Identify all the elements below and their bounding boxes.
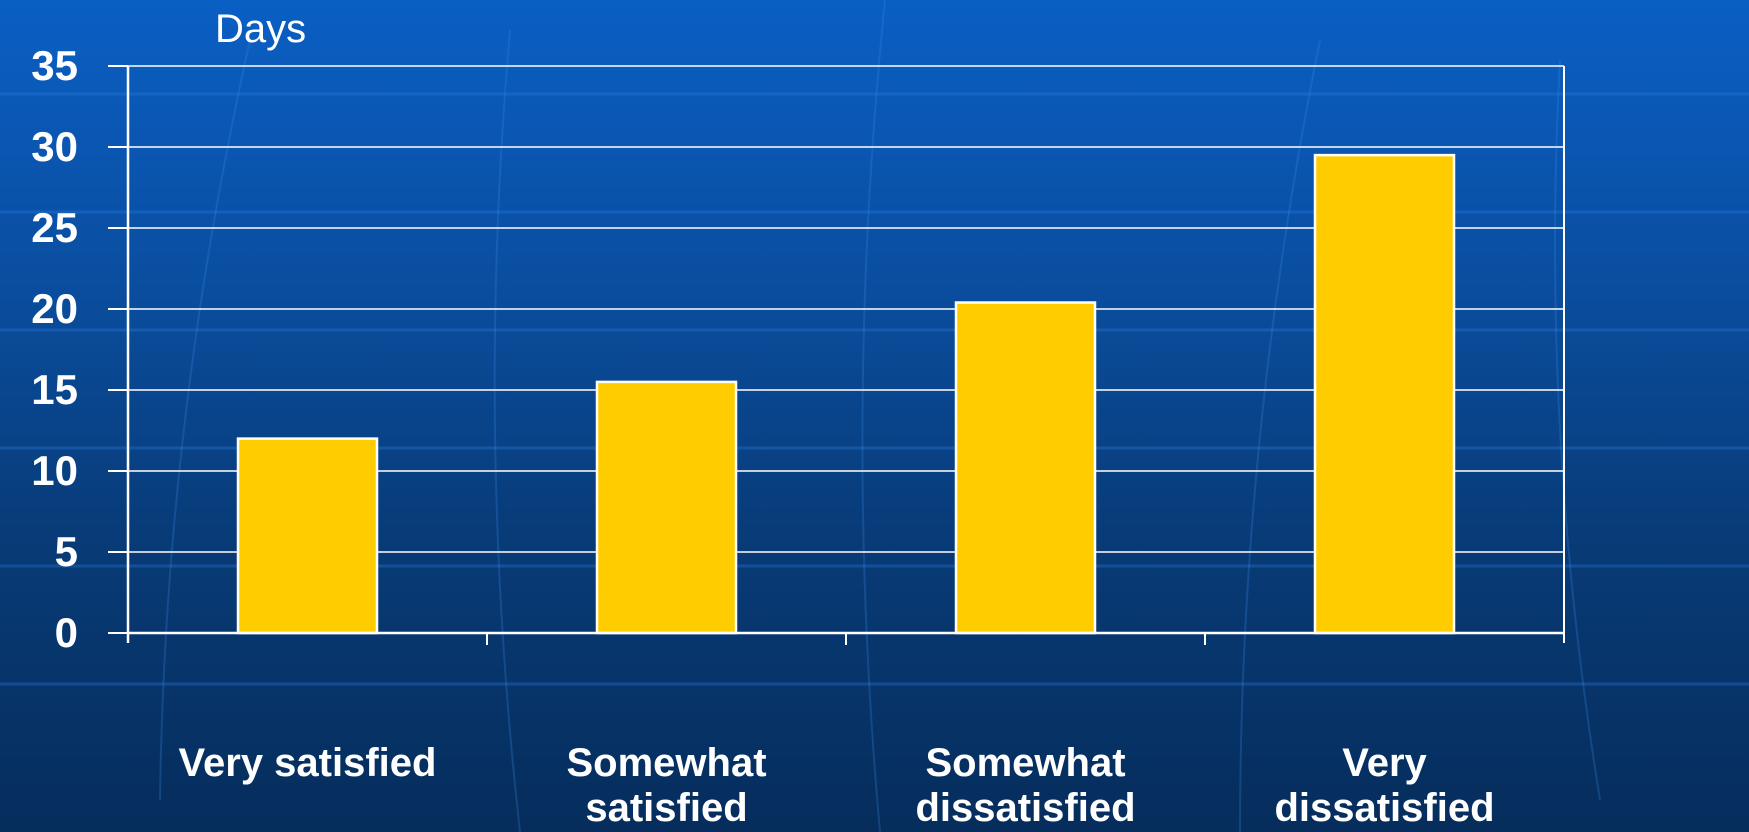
x-category-label-line: Somewhat bbox=[925, 741, 1125, 785]
x-category-label-line: satisfied bbox=[585, 786, 747, 830]
x-category-label: Very dissatisfied bbox=[1274, 741, 1494, 830]
background-curve bbox=[493, 29, 521, 832]
x-category-label: Somewhat satisfied bbox=[566, 741, 766, 830]
y-axis-title: Days bbox=[215, 7, 306, 51]
x-category-label: Very satisfied bbox=[179, 741, 437, 785]
x-category-label-line: Very satisfied bbox=[179, 741, 437, 785]
bar bbox=[595, 380, 738, 635]
y-tick-label: 30 bbox=[31, 123, 78, 170]
x-category-label-line: dissatisfied bbox=[1274, 786, 1494, 830]
y-tick-label: 10 bbox=[31, 447, 78, 494]
y-tick-label: 20 bbox=[31, 285, 78, 332]
background-curve bbox=[1239, 39, 1321, 832]
x-category-label-line: Very bbox=[1342, 741, 1427, 785]
x-category-label: Somewhat dissatisfied bbox=[915, 741, 1135, 830]
x-category-label-line: dissatisfied bbox=[915, 786, 1135, 830]
y-tick-label: 25 bbox=[31, 204, 78, 251]
background-curve bbox=[159, 39, 251, 801]
background-curve bbox=[861, 0, 886, 832]
bars bbox=[236, 153, 1456, 635]
background-curve bbox=[1554, 59, 1601, 801]
y-tick-label: 35 bbox=[31, 42, 78, 89]
bar bbox=[236, 437, 379, 635]
y-tick-label: 0 bbox=[55, 609, 78, 656]
axes bbox=[126, 66, 1565, 645]
bar bbox=[954, 301, 1097, 635]
y-tick-label: 15 bbox=[31, 366, 78, 413]
x-category-label-line: Somewhat bbox=[566, 741, 766, 785]
bar bbox=[1313, 153, 1456, 635]
y-tick-label: 5 bbox=[55, 528, 78, 575]
